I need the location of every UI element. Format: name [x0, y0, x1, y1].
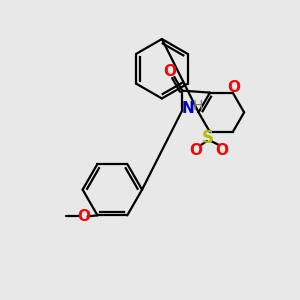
Text: S: S: [202, 129, 214, 147]
Text: H: H: [193, 100, 203, 113]
Text: O: O: [190, 143, 202, 158]
Text: O: O: [77, 209, 90, 224]
Text: O: O: [227, 80, 240, 95]
Text: O: O: [215, 143, 228, 158]
Text: N: N: [182, 101, 194, 116]
Text: O: O: [163, 64, 176, 79]
